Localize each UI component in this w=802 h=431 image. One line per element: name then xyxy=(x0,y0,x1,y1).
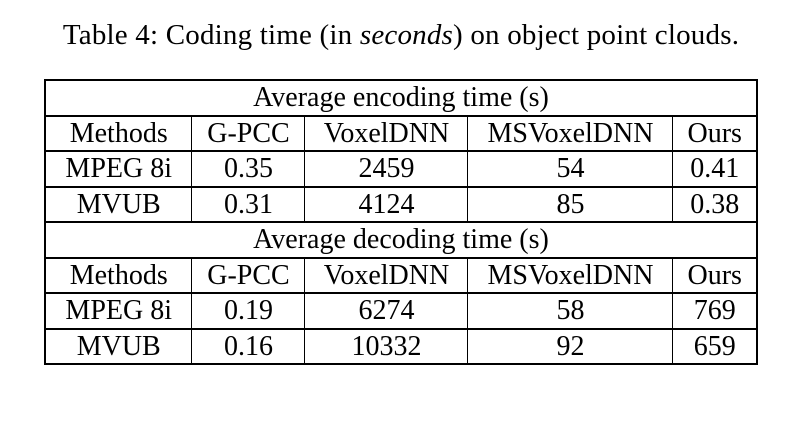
col-header-methods: Methods xyxy=(44,256,193,295)
caption-text-prefix: Table 4: Coding time (in xyxy=(62,19,360,51)
value-cell: 10332 xyxy=(304,327,469,366)
value-cell: 54 xyxy=(467,150,674,188)
value-cell: 2459 xyxy=(304,150,469,188)
coding-time-table: Average encoding time (s) Methods G-PCC … xyxy=(43,79,759,366)
col-header-msvoxeldnn: MSVoxelDNN xyxy=(467,114,674,153)
col-header-gpcc: G-PCC xyxy=(191,114,306,153)
value-cell: 0.35 xyxy=(191,150,306,188)
table-row-decoding-mpeg8i: MPEG 8i 0.19 6274 58 769 xyxy=(44,292,758,330)
table-row-encoding-mvub: MVUB 0.31 4124 85 0.38 xyxy=(44,185,758,224)
value-cell: 769 xyxy=(672,292,758,330)
document-page: Table 4: Coding time (in seconds) on obj… xyxy=(0,19,802,366)
value-cell: 0.41 xyxy=(672,150,758,188)
caption-text-suffix: ) on object point clouds. xyxy=(453,19,740,51)
table-row-encoding-mpeg8i: MPEG 8i 0.35 2459 54 0.41 xyxy=(44,150,758,188)
method-cell: MVUB xyxy=(44,327,193,366)
method-cell: MPEG 8i xyxy=(44,150,193,188)
col-header-voxeldnn: VoxelDNN xyxy=(304,114,469,153)
col-header-msvoxeldnn: MSVoxelDNN xyxy=(467,256,674,295)
section-header-row-decoding: Average decoding time (s) xyxy=(44,221,758,259)
value-cell: 6274 xyxy=(304,292,469,330)
section-header-row-encoding: Average encoding time (s) xyxy=(44,79,758,117)
col-header-ours: Ours xyxy=(672,256,758,295)
column-header-row-decoding: Methods G-PCC VoxelDNN MSVoxelDNN Ours xyxy=(44,256,758,295)
col-header-ours: Ours xyxy=(672,114,758,153)
value-cell: 0.16 xyxy=(191,327,306,366)
table-row-decoding-mvub: MVUB 0.16 10332 92 659 xyxy=(44,327,758,366)
value-cell: 0.31 xyxy=(191,185,306,224)
method-cell: MVUB xyxy=(44,185,193,224)
section-title-decoding: Average decoding time (s) xyxy=(44,221,758,259)
caption-emphasis-seconds: seconds xyxy=(359,19,454,51)
column-header-row-encoding: Methods G-PCC VoxelDNN MSVoxelDNN Ours xyxy=(44,114,758,153)
value-cell: 0.38 xyxy=(672,185,758,224)
value-cell: 58 xyxy=(467,292,674,330)
section-title-encoding: Average encoding time (s) xyxy=(44,79,758,117)
table-caption: Table 4: Coding time (in seconds) on obj… xyxy=(0,19,802,52)
method-cell: MPEG 8i xyxy=(44,292,193,330)
col-header-gpcc: G-PCC xyxy=(191,256,306,295)
value-cell: 659 xyxy=(672,327,758,366)
col-header-voxeldnn: VoxelDNN xyxy=(304,256,469,295)
col-header-methods: Methods xyxy=(44,114,193,153)
value-cell: 0.19 xyxy=(191,292,306,330)
value-cell: 85 xyxy=(467,185,674,224)
value-cell: 4124 xyxy=(304,185,469,224)
value-cell: 92 xyxy=(467,327,674,366)
